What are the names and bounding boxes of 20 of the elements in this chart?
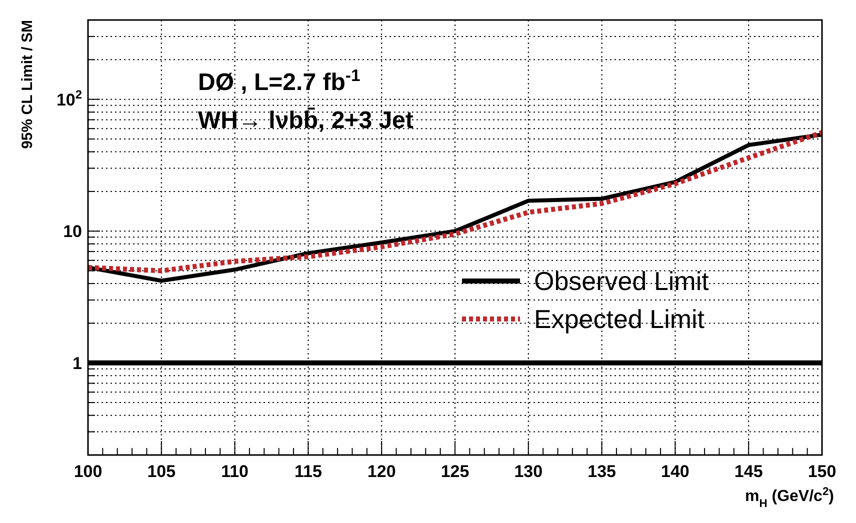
legend-label: Observed Limit bbox=[534, 266, 710, 296]
y-tick-label: 1 bbox=[72, 354, 82, 373]
x-tick-label: 115 bbox=[294, 462, 322, 481]
annotation: WH→ lνbb̄, 2+3 Jet bbox=[198, 107, 414, 134]
y-axis-title: 95% CL Limit / SM bbox=[19, 20, 36, 149]
x-tick-label: 125 bbox=[440, 462, 470, 481]
x-tick-label: 100 bbox=[74, 462, 102, 481]
x-tick-label: 140 bbox=[661, 462, 690, 481]
x-tick-label: 145 bbox=[734, 462, 763, 481]
legend-label: Expected Limit bbox=[534, 304, 706, 334]
x-tick-label: 110 bbox=[221, 462, 249, 481]
x-tick-label: 150 bbox=[808, 462, 836, 481]
x-tick-label: 135 bbox=[588, 462, 616, 481]
x-tick-label: 130 bbox=[514, 462, 543, 481]
annotation: DØ , L=2.7 fb$^{-1}$ bbox=[198, 66, 360, 96]
y-tick-label: 10$^{2}$ bbox=[56, 87, 82, 110]
x-axis-title: m$_{H}$ (GeV/c$^{2}$) bbox=[744, 486, 834, 510]
y-tick-label: 10 bbox=[63, 222, 82, 242]
x-tick-label: 120 bbox=[367, 462, 396, 481]
x-tick-label: 105 bbox=[147, 462, 176, 481]
